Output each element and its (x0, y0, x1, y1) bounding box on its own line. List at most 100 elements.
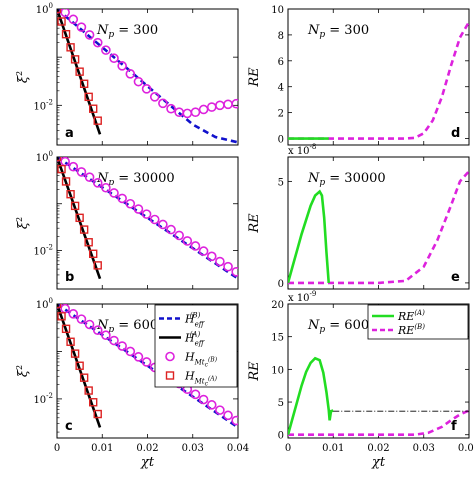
marker-square-MtA (84, 386, 93, 395)
marker-circle-MtB (109, 188, 119, 198)
series-group (57, 157, 238, 280)
legend-label-MtA: HMtc(A) (184, 370, 218, 388)
marker-square-MtA (79, 373, 89, 382)
legend-label-REA: RE(A) (397, 309, 425, 323)
marker-circle-MtB (101, 45, 111, 55)
marker-circle-MtB (68, 309, 79, 319)
marker-circle-MtB (231, 267, 238, 277)
marker-circle-MtB (149, 214, 160, 225)
marker-circle-MtB (125, 198, 136, 209)
marker-square-MtA (66, 337, 75, 346)
marker-square-MtA (75, 213, 84, 223)
marker-circle-MtB (190, 389, 201, 400)
np-annotation: Np = 300 (96, 23, 158, 40)
panel-letter: d (451, 126, 460, 141)
y-tick-label: 10 (271, 365, 284, 376)
marker-circle-MtB (68, 161, 79, 172)
y-tick-label: 6 (278, 57, 284, 68)
marker-square-MtA (93, 261, 102, 270)
marker-circle-MtB (198, 246, 209, 256)
y-tick-label: 100 (36, 2, 53, 16)
marker-circle-MtB (158, 98, 168, 109)
marker-circle-MtB (158, 219, 168, 230)
marker-square-MtA (84, 92, 93, 102)
y-axis-label: ξ2 (15, 365, 31, 377)
series-line-A (57, 304, 102, 428)
marker-circle-MtB (101, 330, 111, 341)
panel-a: 100 10-2 ξ2 Np = 300 a (15, 2, 239, 146)
y-tick-label: 0 (278, 135, 284, 146)
series-group (288, 356, 469, 437)
marker-square-MtA (70, 349, 80, 358)
legend-label-A: Heff(A) (184, 331, 205, 348)
marker-circle-MtB (125, 346, 136, 357)
marker-circle-MtB (76, 22, 87, 32)
marker-circle-MtB (109, 335, 119, 346)
x-tick-label: 0.04 (227, 443, 249, 454)
y-tick-label: 0 (278, 279, 284, 290)
y-tick-label: 5 (278, 398, 284, 409)
marker-circle-MtB (133, 76, 144, 87)
legend-label-B: Heff(B) (184, 312, 205, 329)
y-axis-label: ξ2 (15, 71, 31, 83)
marker-square-MtA (66, 43, 75, 52)
marker-circle-MtB (198, 394, 209, 405)
panel-letter: c (65, 419, 73, 434)
marker-square-MtA (70, 201, 80, 211)
x-axis-label: χt (140, 455, 155, 470)
marker-circle-MtB (117, 61, 127, 71)
series-group (288, 170, 469, 285)
marker-circle-MtB (141, 209, 152, 219)
marker-square-MtA (57, 312, 66, 321)
marker-circle-MtB (190, 107, 201, 117)
legend-label-REB: RE(B) (397, 323, 425, 337)
marker-square-MtA (93, 409, 102, 419)
marker-circle-MtB (149, 92, 160, 102)
y-tick-label: 100 (36, 297, 53, 311)
marker-circle-MtB (101, 182, 111, 193)
y-tick-label: 15 (271, 333, 284, 344)
x-axis-label: χt (371, 455, 386, 470)
legend: Heff(B) Heff(A) HMtc(B)HMtc(A) (154, 304, 238, 388)
series-line-A (57, 9, 102, 135)
x-tick-label: 0 (285, 443, 291, 454)
marker-circle-MtB (174, 230, 184, 241)
series-line-B (57, 9, 238, 144)
marker-circle-MtB (166, 103, 176, 114)
x-tick-label: 0.02 (367, 443, 389, 454)
x-tick-label: 0.01 (91, 443, 113, 454)
marker-circle-MtB (141, 357, 152, 367)
x-tick-label: 0.03 (413, 443, 435, 454)
y-axis-label: RE (247, 67, 262, 88)
x-tick-label: 0.02 (136, 443, 158, 454)
y-tick-label: 10-2 (33, 98, 53, 112)
marker-circle-MtB (231, 98, 238, 109)
marker-square-MtA (57, 17, 66, 26)
legend-key-MtA (165, 371, 175, 380)
marker-circle-MtB (133, 204, 144, 214)
y-tick-label: 4 (278, 83, 284, 94)
np-annotation: Np = 30000 (307, 171, 386, 188)
marker-circle-MtB (223, 261, 233, 272)
x-tick-label: 0.03 (182, 443, 204, 454)
marker-square-MtA (61, 177, 71, 186)
panel-letter: a (65, 126, 74, 141)
marker-square-MtA (57, 164, 66, 174)
marker-circle-MtB (223, 410, 233, 421)
marker-square-MtA (88, 104, 98, 113)
marker-circle-MtB (125, 69, 136, 79)
marker-circle-MtB (174, 107, 184, 117)
marker-square-MtA (75, 67, 84, 76)
marker-circle-MtB (215, 100, 225, 111)
marker-circle-MtB (190, 241, 201, 251)
series-line-REB (288, 409, 469, 437)
marker-square-MtA (66, 190, 75, 199)
y-tick-label: 5 (278, 177, 284, 188)
marker-circle-MtB (231, 415, 238, 426)
np-annotation: Np = 300 (307, 23, 369, 40)
y-tick-label: 10-2 (33, 243, 53, 257)
series-group (57, 9, 238, 144)
y-axis-label: RE (247, 361, 262, 382)
